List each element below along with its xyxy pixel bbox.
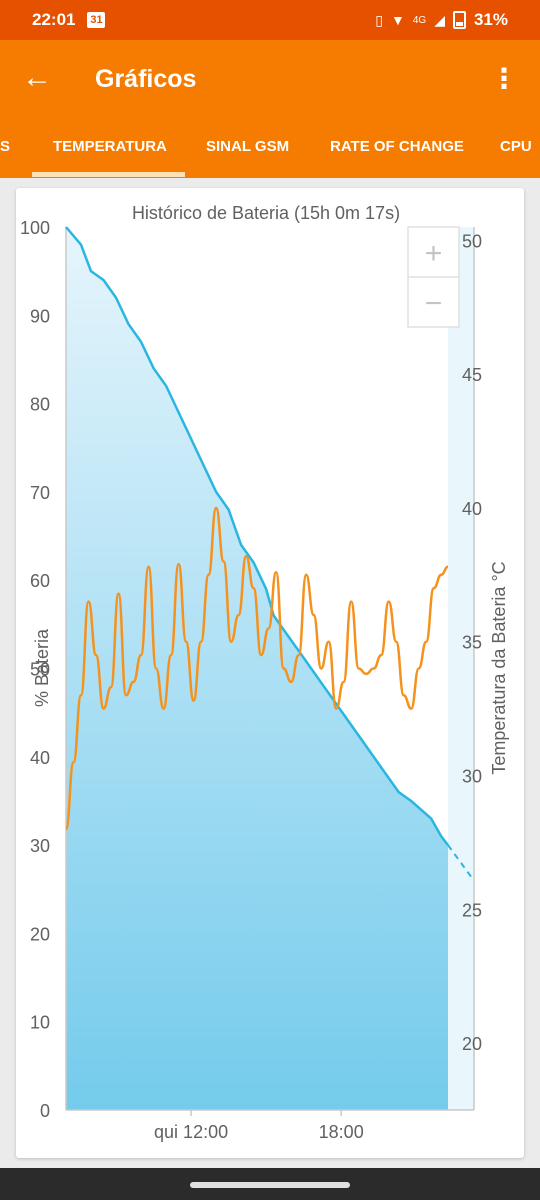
right-tick-label: 50: [462, 231, 482, 251]
chart-title: Histórico de Bateria (15h 0m 17s): [132, 203, 400, 223]
tab-rate-of-change[interactable]: RATE OF CHANGE: [330, 138, 464, 155]
tab-sinal-gsm[interactable]: SINAL GSM: [206, 138, 290, 155]
home-gesture-handle[interactable]: [190, 1182, 350, 1188]
page-title: Gráficos: [95, 65, 197, 93]
right-tick-label: 25: [462, 900, 482, 920]
projection-area: [448, 227, 474, 1110]
tab-cpu[interactable]: CPU: [500, 138, 532, 155]
left-tick-label: 20: [30, 924, 50, 944]
battery-projection-line: [447, 844, 475, 881]
tab-partial[interactable]: S: [0, 138, 11, 155]
signal-icon: ◢: [434, 11, 445, 28]
x-tick-label: 18:00: [319, 1122, 364, 1142]
zoom-controls: + −: [407, 226, 460, 328]
zoom-out-button[interactable]: −: [425, 287, 443, 320]
left-tick-label: 80: [30, 395, 50, 415]
status-icons: ▯ ▼ 4G ◢ 31%: [375, 0, 508, 40]
status-bar: 22:01 31 ▯ ▼ 4G ◢ 31%: [0, 0, 540, 40]
right-tick-label: 30: [462, 767, 482, 787]
left-axis-label: % Bateria: [32, 628, 52, 707]
wifi-icon: ▼: [390, 12, 405, 28]
right-tick-label: 35: [462, 633, 482, 653]
active-tab-indicator: [32, 172, 185, 177]
temperature-line: [64, 506, 449, 831]
right-axis-label: Temperatura da Bateria °C: [489, 561, 509, 774]
battery-percent: 31%: [473, 10, 508, 29]
left-tick-label: 50: [30, 660, 50, 680]
system-nav-bar: [0, 1168, 540, 1200]
more-options-icon[interactable]: ⋮: [490, 63, 518, 94]
battery-area-fill: [66, 227, 448, 1110]
status-time: 22:01: [32, 10, 76, 29]
left-tick-label: 60: [30, 571, 50, 591]
battery-icon: [452, 11, 466, 29]
left-tick-label: 0: [40, 1101, 50, 1121]
back-arrow-icon[interactable]: ←: [22, 61, 52, 94]
calendar-icon: 31: [87, 12, 106, 28]
zoom-in-button[interactable]: +: [425, 237, 443, 270]
left-tick-label: 70: [30, 483, 50, 503]
left-tick-label: 30: [30, 836, 50, 856]
battery-level-line: [65, 226, 449, 846]
left-tick-label: 90: [30, 306, 50, 326]
app-bar: ← Gráficos ⋮: [0, 40, 540, 118]
tab-bar: S TEMPERATURA SINAL GSM RATE OF CHANGE C…: [0, 118, 540, 178]
left-tick-label: 100: [20, 218, 50, 238]
left-tick-label: 40: [30, 748, 50, 768]
x-tick-label: qui 12:00: [154, 1122, 228, 1142]
right-tick-label: 20: [462, 1034, 482, 1054]
vibrate-icon: ▯: [375, 11, 383, 28]
left-tick-label: 10: [30, 1013, 50, 1033]
right-tick-label: 40: [462, 499, 482, 519]
right-tick-label: 45: [462, 365, 482, 385]
tab-temperatura[interactable]: TEMPERATURA: [53, 138, 167, 155]
network-type: 4G: [412, 14, 427, 26]
